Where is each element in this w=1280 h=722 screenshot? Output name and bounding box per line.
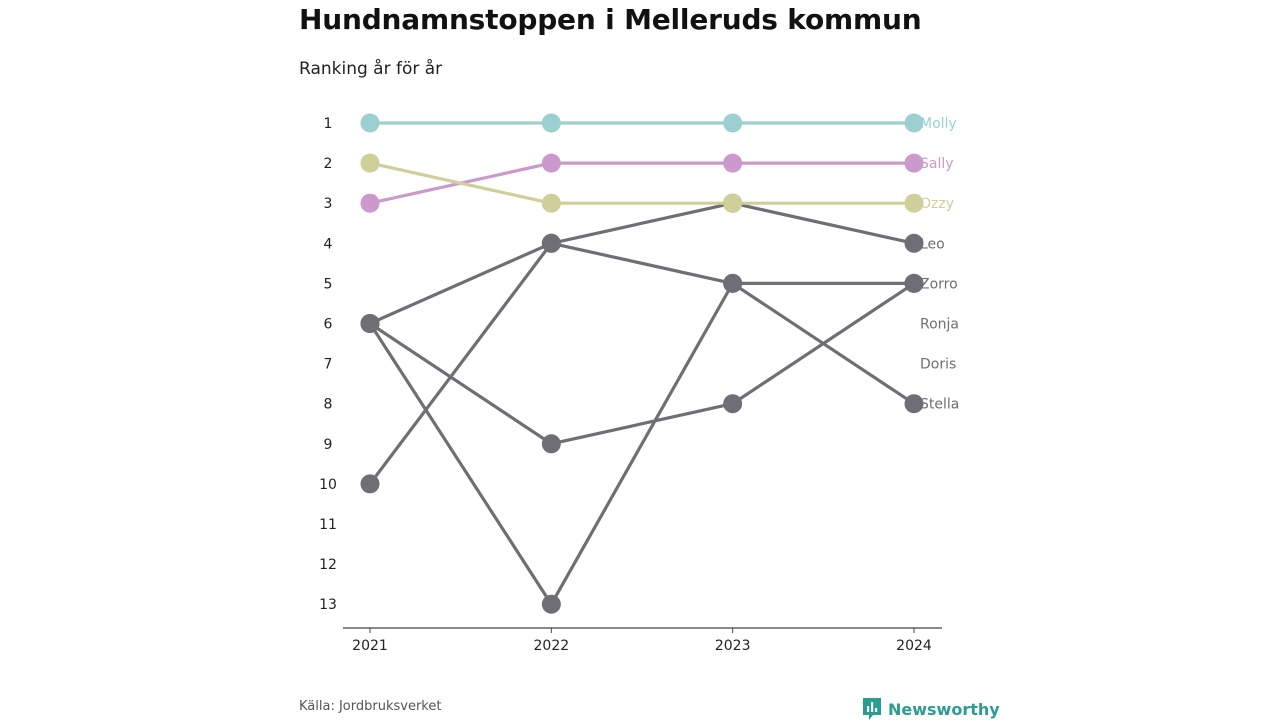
y-tick-label: 10 [319, 477, 337, 493]
data-point-leo [904, 233, 924, 253]
x-tick-label: 2022 [534, 638, 570, 654]
y-tick-label: 7 [324, 357, 333, 373]
y-tick-label: 9 [324, 437, 333, 453]
data-point-sally [541, 153, 561, 173]
data-point-ozzy [541, 193, 561, 213]
y-tick-label: 1 [324, 116, 333, 132]
data-point-unnamed [541, 434, 561, 454]
data-point-leo [360, 474, 380, 494]
data-point-stella [723, 273, 743, 293]
data-point-molly [360, 113, 380, 133]
series-line-ozzy [369, 161, 914, 205]
data-point-stella [541, 594, 561, 614]
data-point-unnamed [360, 314, 380, 333]
y-tick-label: 11 [319, 517, 337, 533]
series-label-ronja: Ronja [920, 317, 959, 333]
series-line-unnamed [369, 282, 915, 446]
data-point-ozzy [904, 193, 924, 213]
series-label-molly: Molly [920, 116, 957, 132]
brand-logo: Newsworthy [862, 696, 1000, 722]
bar-chart-logo-icon [863, 698, 881, 720]
data-point-zorro [541, 233, 561, 253]
data-point-stella [904, 394, 924, 414]
chart-title: Hundnamnstoppen i Melleruds kommun [299, 3, 922, 36]
series-label-ozzy: Ozzy [920, 196, 954, 212]
y-tick-label: 3 [324, 196, 333, 212]
y-tick-label: 4 [324, 236, 333, 252]
x-tick-label: 2023 [715, 638, 751, 654]
y-tick-label: 13 [319, 597, 337, 613]
y-tick-label: 6 [324, 317, 333, 333]
data-point-molly [541, 113, 561, 133]
data-point-sally [723, 153, 743, 173]
series-label-doris: Doris [920, 357, 956, 373]
series-label-sally: Sally [920, 156, 954, 172]
data-point-sally [904, 153, 924, 173]
x-tick-label: 2024 [896, 638, 932, 654]
data-point-unnamed [723, 394, 743, 414]
data-point-ozzy [360, 153, 380, 173]
y-tick-label: 2 [324, 156, 333, 172]
series-label-stella: Stella [920, 397, 959, 413]
series-line-leo [368, 201, 915, 485]
series-label-zorro: Zorro [920, 276, 958, 292]
data-point-ozzy [723, 193, 743, 213]
brand-name: Newsworthy [888, 699, 1000, 719]
series-line-sally [369, 161, 914, 205]
source-note: Källa: Jordbruksverket [299, 699, 442, 714]
y-tick-label: 5 [324, 276, 333, 292]
data-point-unnamed [904, 273, 924, 293]
data-point-molly [723, 113, 743, 133]
data-point-sally [360, 193, 380, 213]
y-tick-label: 8 [324, 397, 333, 413]
chart-subtitle: Ranking år för år [299, 59, 443, 79]
series-line-zorro [369, 241, 914, 325]
series-label-leo: Leo [920, 236, 945, 252]
data-point-molly [904, 113, 924, 133]
series-line-stella [368, 281, 915, 606]
y-tick-label: 12 [319, 557, 337, 573]
x-tick-label: 2021 [352, 638, 388, 654]
